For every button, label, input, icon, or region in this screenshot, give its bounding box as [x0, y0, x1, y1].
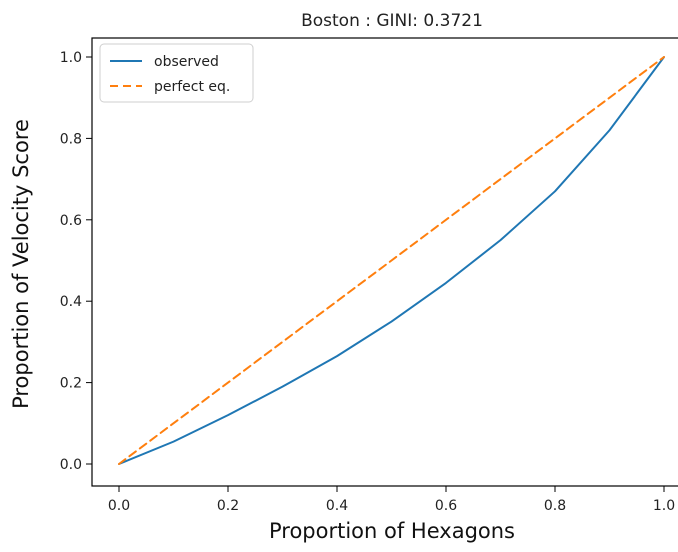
tick-layer: 0.0 0.2 0.4 0.6 0.8 1.0 0.0 0.2 0.4 0.6 0.8 1.0: [60, 50, 675, 514]
series-observed: [118, 56, 665, 465]
legend-label-1: perfect eq.: [154, 79, 230, 95]
chart-title: Boston : GINI: 0.3721: [301, 11, 483, 31]
y-tick-label-0: 0.0: [60, 457, 82, 473]
x-axis-label: Proportion of Hexagons: [269, 519, 515, 543]
x-tick-label-4: 0.8: [544, 498, 566, 514]
x-tick-label-5: 1.0: [653, 498, 675, 514]
y-tick-label-5: 1.0: [60, 50, 82, 66]
x-tick-label-0: 0.0: [108, 498, 130, 514]
legend-box: [99, 43, 254, 103]
series-perfect-eq-: [118, 56, 665, 465]
y-tick-label-1: 0.2: [60, 376, 82, 392]
legend: observed perfect eq.: [99, 43, 254, 103]
y-tick-label-3: 0.6: [60, 213, 82, 229]
legend-label-0: observed: [154, 54, 219, 70]
x-tick-label-1: 0.2: [217, 498, 239, 514]
y-tick-label-2: 0.4: [60, 294, 82, 310]
x-tick-label-3: 0.6: [435, 498, 457, 514]
plot-frame: [91, 37, 678, 487]
series-layer: [118, 56, 665, 465]
y-tick-label-4: 0.8: [60, 131, 82, 147]
y-axis-label: Proportion of Velocity Score: [9, 119, 33, 409]
x-tick-label-2: 0.4: [326, 498, 348, 514]
